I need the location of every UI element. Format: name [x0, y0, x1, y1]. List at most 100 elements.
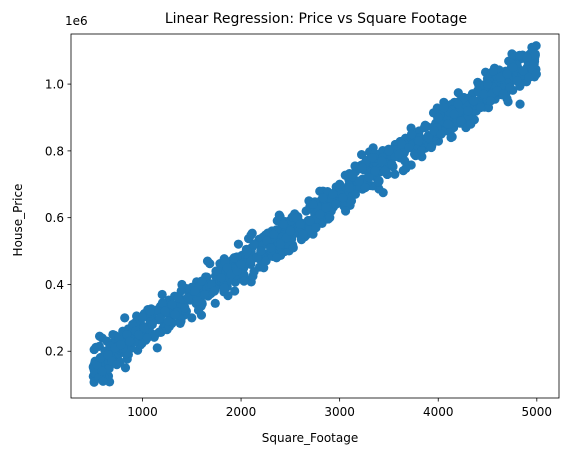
data-point	[315, 209, 325, 219]
x-tick-label: 2000	[226, 405, 257, 419]
data-point	[419, 122, 430, 133]
data-point	[210, 298, 220, 308]
data-point	[400, 156, 410, 166]
data-point	[530, 49, 540, 59]
data-point	[508, 62, 518, 72]
data-point	[350, 189, 361, 199]
data-point	[216, 273, 226, 283]
data-point	[139, 323, 150, 333]
data-point	[278, 219, 289, 229]
data-point	[335, 179, 345, 189]
x-tick-label: 5000	[522, 405, 553, 419]
data-point	[338, 193, 348, 203]
data-point	[246, 230, 256, 240]
data-point	[219, 283, 229, 293]
data-point	[436, 129, 446, 139]
data-point	[133, 329, 144, 340]
data-point	[518, 66, 528, 76]
data-point	[426, 142, 436, 153]
data-point	[378, 188, 388, 198]
data-point	[308, 199, 318, 209]
data-point	[167, 299, 177, 310]
data-point	[340, 206, 351, 216]
data-point	[384, 146, 394, 156]
data-point	[295, 219, 305, 229]
data-point	[377, 156, 387, 166]
data-point	[463, 106, 473, 116]
data-point	[145, 306, 155, 316]
data-point	[407, 129, 417, 139]
data-point	[456, 116, 466, 126]
data-point	[173, 293, 183, 303]
data-point	[266, 243, 276, 253]
data-point	[175, 318, 185, 328]
data-point	[325, 213, 335, 223]
data-point	[409, 149, 420, 159]
data-point	[95, 353, 106, 363]
data-point	[89, 344, 99, 355]
data-point	[183, 293, 193, 303]
data-point	[331, 199, 341, 209]
chart-title: Linear Regression: Price vs Square Foota…	[165, 11, 467, 27]
data-point	[482, 79, 493, 89]
data-point	[170, 309, 180, 320]
data-point	[498, 89, 508, 99]
data-point	[233, 239, 244, 249]
data-point	[177, 279, 187, 290]
data-point	[242, 246, 252, 256]
data-point	[288, 243, 298, 253]
data-point	[120, 363, 131, 373]
data-point	[199, 289, 210, 300]
data-point	[137, 313, 148, 323]
data-point	[222, 263, 232, 273]
data-point	[209, 286, 220, 296]
data-point	[163, 316, 173, 326]
data-point	[291, 213, 301, 223]
data-point	[416, 146, 427, 156]
data-point	[155, 313, 165, 323]
data-point	[239, 276, 249, 286]
data-point	[344, 183, 355, 193]
data-point	[443, 119, 453, 129]
data-point	[212, 266, 222, 276]
data-point	[364, 173, 374, 183]
data-point	[423, 132, 433, 143]
data-point	[187, 313, 197, 323]
data-point	[116, 339, 126, 350]
y-tick-label: 0.4	[45, 278, 64, 292]
data-point	[150, 329, 160, 340]
data-point	[160, 306, 170, 316]
data-point	[387, 159, 397, 169]
data-point	[252, 253, 262, 263]
data-point	[502, 69, 512, 79]
data-point	[429, 126, 439, 136]
data-point	[97, 366, 107, 376]
data-point	[488, 66, 499, 76]
data-point	[459, 92, 469, 103]
data-point	[446, 132, 456, 143]
data-point	[413, 136, 424, 146]
data-point	[157, 298, 168, 308]
data-point	[469, 96, 479, 106]
data-point	[94, 331, 105, 341]
data-point	[524, 72, 534, 83]
data-point	[505, 82, 515, 93]
data-point	[236, 259, 246, 270]
data-point	[305, 216, 315, 226]
data-point	[180, 303, 190, 313]
data-point	[262, 236, 272, 246]
data-point	[142, 333, 152, 343]
data-point	[103, 349, 113, 360]
data-point	[522, 52, 532, 62]
data-point	[223, 291, 233, 301]
y-tick-label: 0.2	[45, 345, 64, 359]
data-point	[357, 162, 367, 173]
y-axis-label: House_Price	[11, 184, 25, 257]
data-point	[439, 102, 449, 113]
data-point	[401, 163, 411, 173]
points-layer	[88, 41, 541, 387]
data-point	[230, 286, 240, 296]
data-point	[466, 119, 476, 129]
data-point	[370, 166, 380, 176]
